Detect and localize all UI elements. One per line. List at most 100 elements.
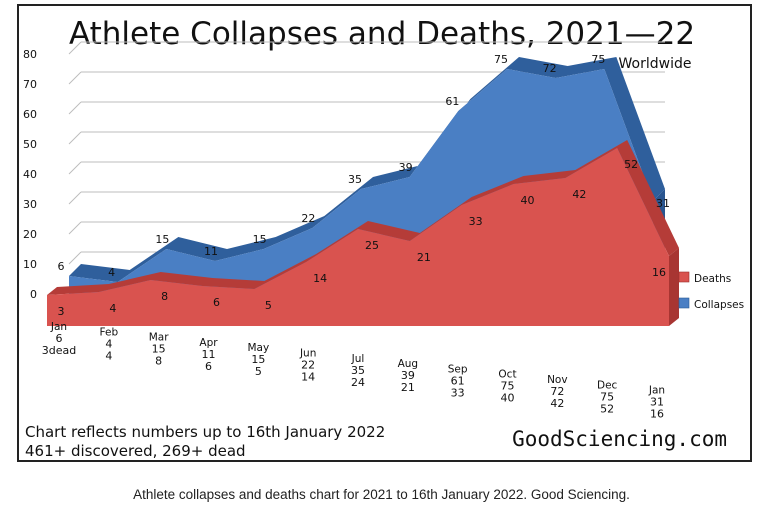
collapses-data-label: 4: [108, 266, 115, 279]
gridline-side: [68, 161, 82, 175]
chart-frame: Athlete Collapses and Deaths, 2021—22 Wo…: [17, 4, 752, 462]
x-tick-sublabel: 35: [351, 364, 365, 377]
legend-label-deaths: Deaths: [694, 273, 731, 285]
y-tick-label: 40: [23, 168, 37, 181]
x-tick-sublabel: 24: [351, 376, 365, 389]
x-tick-sublabel: 52: [600, 402, 614, 415]
deaths-layer: [47, 140, 679, 326]
chart-svg: Athlete Collapses and Deaths, 2021—22 Wo…: [23, 16, 744, 460]
x-tick-sublabel: 72: [550, 385, 564, 398]
gridline-side: [68, 101, 82, 115]
gridline-side: [68, 221, 82, 235]
collapses-data-label: 31: [656, 197, 670, 210]
deaths-data-label: 14: [313, 272, 327, 285]
y-tick-label: 10: [23, 258, 37, 271]
x-tick-label: Jul: [351, 353, 365, 365]
deaths-data-label: 4: [109, 302, 116, 315]
chart-subtitle: Worldwide: [619, 56, 692, 72]
deaths-data-label: 5: [265, 299, 272, 312]
x-tick-sublabel: 75: [501, 380, 515, 393]
x-tick-sublabel: 42: [550, 397, 564, 410]
deaths-data-label: 21: [417, 251, 431, 264]
x-tick-label: Oct: [498, 369, 516, 381]
x-tick-sublabel: 75: [600, 390, 614, 403]
x-tick-sublabel: 39: [401, 369, 415, 382]
x-tick-sublabel: 6: [205, 360, 212, 373]
deaths-data-label: 3: [58, 305, 65, 318]
chart-title: Athlete Collapses and Deaths, 2021—22: [69, 16, 695, 52]
x-tick-sublabel: 4: [105, 349, 112, 362]
x-tick-sublabel: 61: [451, 374, 465, 387]
deaths-data-label: 16: [652, 266, 666, 279]
deaths-data-label: 52: [624, 158, 638, 171]
collapses-data-label: 75: [591, 53, 605, 66]
x-tick-label: Apr: [199, 337, 218, 349]
collapses-data-label: 72: [543, 62, 557, 75]
footnote-line-1: Chart reflects numbers up to 16th Januar…: [25, 423, 385, 441]
deaths-data-label: 33: [469, 215, 483, 228]
x-tick-label: Jun: [299, 348, 316, 360]
x-tick-sublabel: 4: [105, 337, 112, 350]
legend-swatch-collapses: [678, 297, 690, 309]
x-tick-label: Nov: [547, 374, 568, 386]
x-tick-sublabel: 31: [650, 396, 664, 409]
deaths-data-label: 25: [365, 239, 379, 252]
gridline-side: [68, 251, 82, 265]
deaths-area: [47, 148, 669, 326]
x-tick-sublabel: 8: [155, 355, 162, 368]
legend-swatch-deaths: [678, 271, 690, 283]
collapses-data-label: 11: [204, 245, 218, 258]
x-tick-sublabel: 5: [255, 365, 262, 378]
y-tick-label: 50: [23, 138, 37, 151]
x-tick-sublabel: 15: [251, 353, 265, 366]
x-tick-label: Jan: [50, 321, 67, 333]
x-tick-sublabel: 14: [301, 371, 315, 384]
gridline-side: [68, 71, 82, 85]
x-tick-sublabel: 15: [152, 343, 166, 356]
collapses-data-label: 35: [348, 173, 362, 186]
x-tick-sublabel: 11: [202, 348, 216, 361]
x-tick-sublabel: 16: [650, 408, 664, 421]
x-tick-label: Feb: [100, 326, 119, 338]
x-tick-sublabel: 3dead: [42, 344, 76, 357]
x-tick-label: Dec: [597, 379, 618, 391]
deaths-end-face: [669, 248, 679, 326]
y-tick-label: 80: [23, 48, 37, 61]
legend: Deaths Collapses: [678, 271, 744, 311]
deaths-top-face: [47, 140, 679, 295]
x-tick-sublabel: 21: [401, 381, 415, 394]
collapses-data-label: 15: [155, 233, 169, 246]
deaths-data-label: 42: [572, 188, 586, 201]
gridline-side: [68, 191, 82, 205]
y-tick-label: 0: [30, 288, 37, 301]
x-tick-label: Mar: [149, 332, 169, 344]
label-layer: 6 4 15 11 15 22 35 39 61 75 72 75 31 3 4 8 6 5 14 25 21 33 40 4…: [42, 53, 670, 421]
x-tick-sublabel: 40: [501, 392, 515, 405]
x-tick-label: Jan: [648, 385, 665, 397]
x-tick-sublabel: 6: [56, 332, 63, 345]
collapses-data-label: 39: [399, 161, 413, 174]
deaths-data-label: 40: [521, 194, 535, 207]
collapses-data-label: 61: [445, 95, 459, 108]
x-tick-sublabel: 33: [451, 386, 465, 399]
x-tick-label: May: [247, 342, 269, 354]
deaths-data-label: 8: [161, 290, 168, 303]
y-tick-label: 60: [23, 108, 37, 121]
collapses-data-label: 75: [494, 53, 508, 66]
y-tick-label: 30: [23, 198, 37, 211]
x-tick-label: Sep: [448, 363, 468, 375]
collapses-data-label: 15: [253, 233, 267, 246]
x-tick-sublabel: 22: [301, 359, 315, 372]
x-tick-label: Aug: [398, 358, 419, 370]
y-tick-label: 70: [23, 78, 37, 91]
footnote-line-2: 461+ discovered, 269+ dead: [25, 442, 246, 460]
y-tick-label: 20: [23, 228, 37, 241]
gridline-side: [68, 131, 82, 145]
image-caption: Athlete collapses and deaths chart for 2…: [133, 487, 630, 502]
gridline-side: [68, 41, 82, 55]
collapses-data-label: 22: [301, 212, 315, 225]
deaths-data-label: 6: [213, 296, 220, 309]
legend-label-collapses: Collapses: [694, 299, 744, 311]
brand-watermark: GoodSciencing.com: [512, 427, 727, 451]
collapses-data-label: 6: [58, 260, 65, 273]
